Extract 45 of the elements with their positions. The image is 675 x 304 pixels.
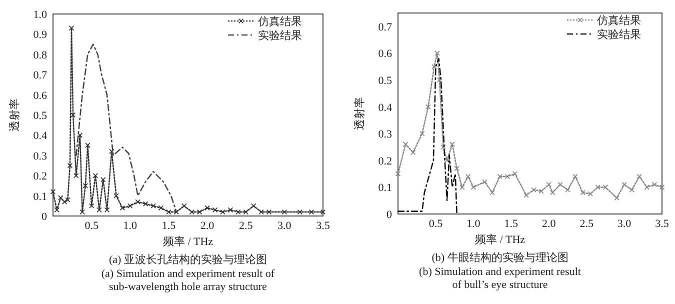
y-tick-label: 1.0 <box>33 9 48 21</box>
x-axis-title: 频率 / THz <box>162 235 214 248</box>
x-tick-label: 1.0 <box>123 220 138 232</box>
x-tick-label: 2.5 <box>238 220 254 232</box>
legend-label: 实验结果 <box>597 28 641 41</box>
y-tick-label: 0.7 <box>378 21 392 34</box>
y-axis-title: 透射率 <box>353 97 366 130</box>
x-tick-label: 3.0 <box>617 218 632 230</box>
y-tick-label: 0.4 <box>378 102 392 114</box>
text: (a) Simulation and experiment result of sub-wavelength hole array structure <box>101 268 275 293</box>
y-tick-label: 0 <box>386 209 392 221</box>
y-tick-label: 0.3 <box>378 128 392 141</box>
x-tick-label: 2.0 <box>542 218 556 230</box>
y-tick-label: 0.5 <box>378 75 392 87</box>
y-tick-label: 0.9 <box>33 29 48 42</box>
text: (b) Simulation and experiment result of bull’s eye structure <box>419 266 581 291</box>
y-tick-label: 0.1 <box>33 190 47 203</box>
legend-label: 仿真结果 <box>257 15 302 28</box>
y-tick-label: 0.4 <box>33 130 48 142</box>
x-tick-label: 3.0 <box>278 220 292 232</box>
y-tick-label: 0.6 <box>33 90 48 102</box>
x-tick-label: 3.5 <box>655 218 670 230</box>
x-tick-label: 2.0 <box>200 220 215 232</box>
x-tick-label: 1.5 <box>162 220 176 232</box>
x-tick-label: 0.5 <box>84 220 99 232</box>
x-tick-label: 1.5 <box>504 218 519 230</box>
x-axis-title: 频率 / THz <box>474 233 526 246</box>
y-axis-title: 透射率 <box>8 98 21 132</box>
y-tick-label: 0.1 <box>378 182 392 194</box>
x-tick-label: 3.5 <box>316 220 330 232</box>
y-tick-label: 0.2 <box>378 155 392 168</box>
y-tick-label: 0.7 <box>33 70 48 82</box>
x-tick-label: 2.5 <box>580 218 594 230</box>
y-tick-label: 0 <box>42 211 48 223</box>
y-tick-label: 0.8 <box>33 49 48 62</box>
x-tick-label: 0.5 <box>428 218 444 230</box>
legend-label: 实验结果 <box>258 29 302 42</box>
y-tick-label: 0.3 <box>33 150 48 162</box>
legend-label: 仿真结果 <box>596 14 641 27</box>
y-tick-label: 0.6 <box>378 48 392 60</box>
y-tick-label: 0.2 <box>33 170 47 183</box>
x-tick-label: 1.0 <box>466 218 481 230</box>
text: (b) 牛眼结构的实验与理论图 <box>432 251 568 264</box>
text: (a) 亚波长孔结构的实验与理论图 <box>109 253 267 266</box>
y-tick-label: 0.5 <box>33 110 48 122</box>
